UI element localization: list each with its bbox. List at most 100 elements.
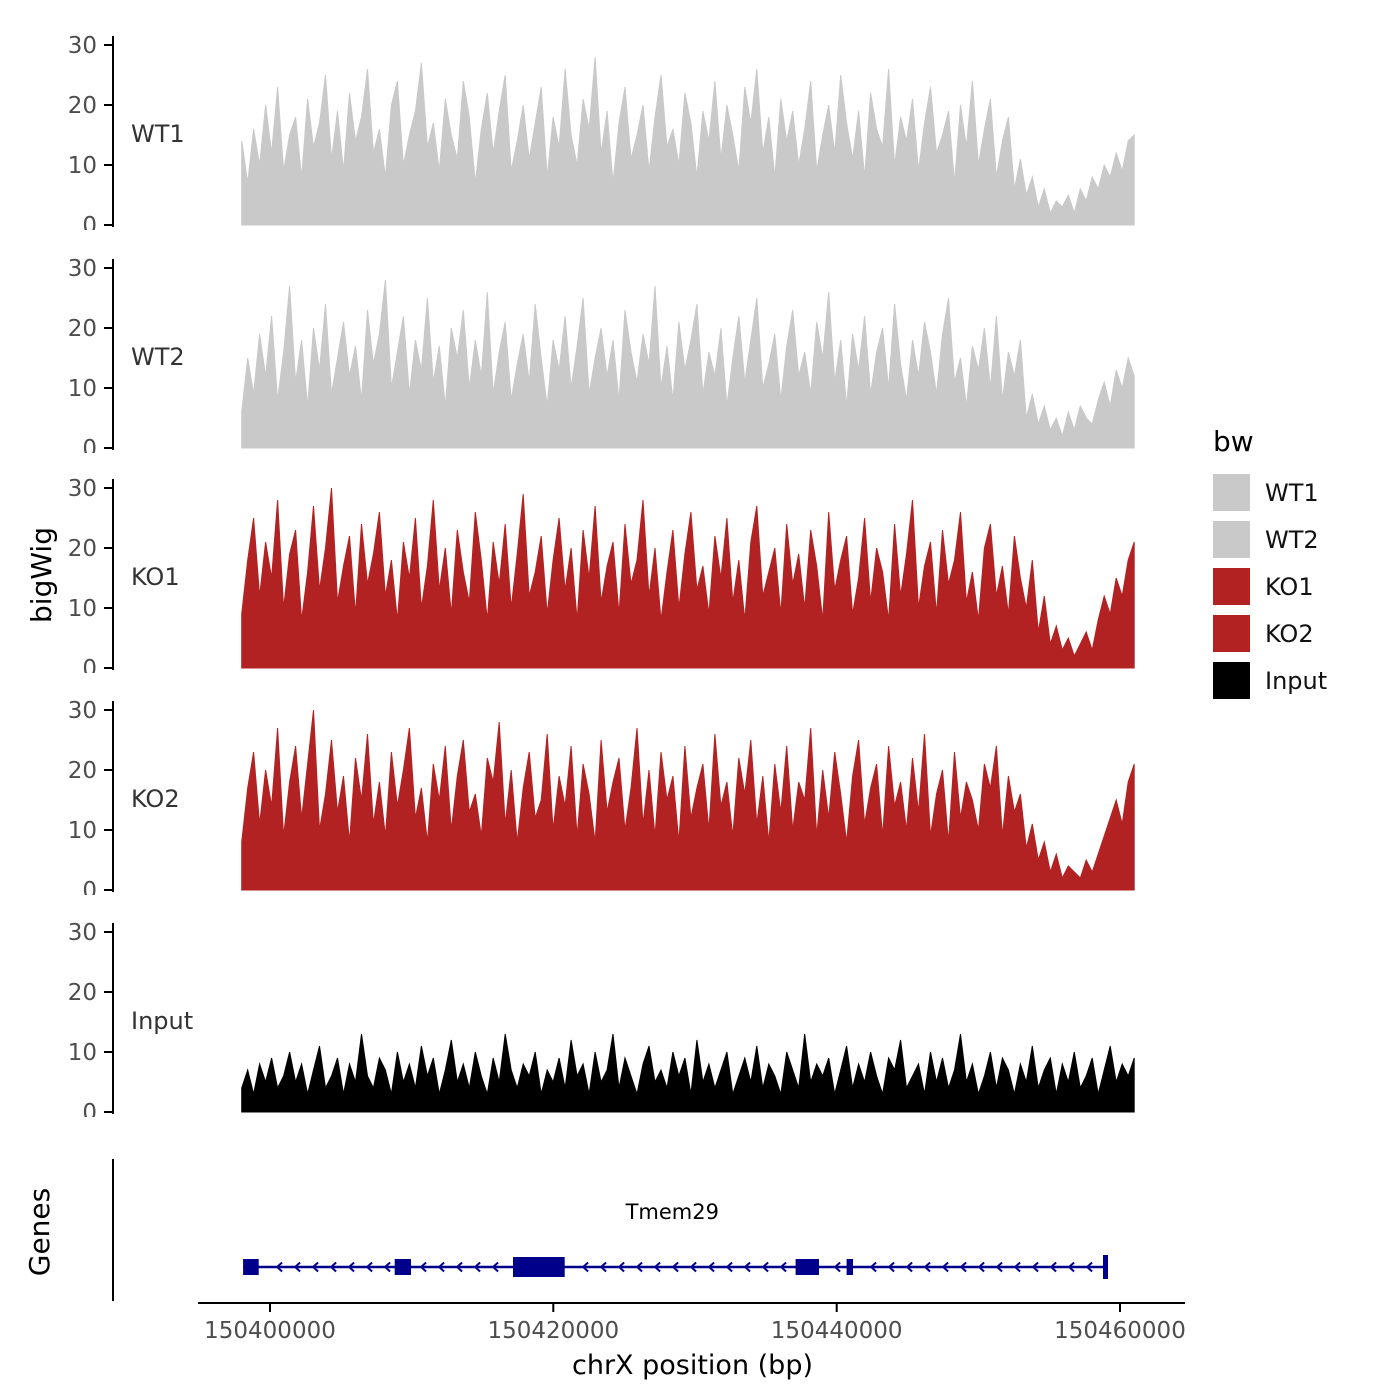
- x-axis-title: chrX position (bp): [571, 1350, 813, 1381]
- y-tick-label: 30: [68, 698, 97, 724]
- legend-swatch: [1213, 474, 1250, 511]
- coverage-area-input: [241, 1033, 1135, 1113]
- y-tick-label: 10: [68, 818, 97, 844]
- strand-arrow-left-icon: [689, 1261, 697, 1273]
- strand-arrow-left-icon: [653, 1261, 661, 1273]
- y-tick-label: 10: [68, 376, 97, 402]
- strand-arrow-left-icon: [923, 1261, 931, 1273]
- track-label-ko1: KO1: [131, 563, 180, 591]
- legend-title: bw: [1213, 425, 1254, 458]
- track-panel-wt2: 0 10 20 30: [68, 256, 1135, 453]
- y-tick-label: 20: [68, 980, 97, 1006]
- track-label-input: Input: [131, 1007, 194, 1035]
- x-tick-label-150440000: 150440000: [770, 1318, 903, 1344]
- y-tick-label: 30: [68, 33, 97, 59]
- coverage-area-wt1: [241, 56, 1135, 226]
- strand-arrow-left-icon: [293, 1261, 301, 1273]
- legend-label: WT1: [1265, 478, 1319, 507]
- coverage-area-wt2: [241, 279, 1135, 449]
- strand-arrow-left-icon: [419, 1261, 427, 1273]
- strand-arrow-left-icon: [311, 1261, 319, 1273]
- y-tick-label: 20: [68, 316, 97, 342]
- strand-arrow-left-icon: [869, 1261, 877, 1273]
- gene-track-panel: Tmem29: [112, 1159, 1108, 1301]
- gene-name-label: Tmem29: [625, 1200, 719, 1224]
- strand-arrow-left-icon: [725, 1261, 733, 1273]
- strand-arrow-left-icon: [1067, 1261, 1075, 1273]
- strand-arrow-left-icon: [473, 1261, 481, 1273]
- legend-item: WT1: [1213, 474, 1327, 511]
- x-tick-label-150420000: 150420000: [487, 1318, 620, 1344]
- y-tick-label: 20: [68, 536, 97, 562]
- strand-arrow-left-icon: [599, 1261, 607, 1273]
- legend-item: KO1: [1213, 568, 1327, 605]
- legend-item: KO2: [1213, 615, 1327, 652]
- gene-exon: [513, 1257, 565, 1277]
- strand-arrow-left-icon: [383, 1261, 391, 1273]
- y-tick-label: 30: [68, 920, 97, 946]
- strand-arrow-left-icon: [455, 1261, 463, 1273]
- gene-exon: [846, 1259, 853, 1275]
- y-tick-label: 10: [68, 153, 97, 179]
- strand-arrow-left-icon: [761, 1261, 769, 1273]
- strand-arrow-left-icon: [995, 1261, 1003, 1273]
- gene-exon: [795, 1259, 819, 1275]
- track-panel-ko2: 0 10 20 30: [68, 698, 1135, 895]
- y-tick-label: 30: [68, 476, 97, 502]
- strand-arrow-left-icon: [1031, 1261, 1039, 1273]
- track-label-wt2: WT2: [131, 343, 185, 371]
- legend-item: WT2: [1213, 521, 1327, 558]
- legend-label: KO2: [1265, 619, 1314, 648]
- strand-arrow-left-icon: [275, 1261, 283, 1273]
- strand-arrow-left-icon: [1013, 1261, 1021, 1273]
- strand-arrow-left-icon: [977, 1261, 985, 1273]
- legend-items: WT1 WT2 KO1 KO2 Input: [1213, 474, 1327, 699]
- strand-arrow-left-icon: [437, 1261, 445, 1273]
- coverage-area-ko2: [241, 709, 1135, 891]
- strand-arrow-left-icon: [905, 1261, 913, 1273]
- strand-arrow-left-icon: [347, 1261, 355, 1273]
- x-tick-label-150400000: 150400000: [204, 1318, 336, 1344]
- y-tick-label: 10: [68, 1040, 97, 1066]
- track-panel-ko1: 0 10 20 30: [68, 476, 1135, 673]
- strand-arrow-left-icon: [329, 1261, 337, 1273]
- legend-item: Input: [1213, 662, 1327, 699]
- strand-arrow-left-icon: [833, 1261, 841, 1273]
- y-tick-label: 0: [82, 436, 97, 453]
- y-tick-label: 10: [68, 596, 97, 622]
- y-tick-label: 0: [82, 1100, 97, 1117]
- y-tick-label: 0: [82, 878, 97, 895]
- strand-arrow-left-icon: [743, 1261, 751, 1273]
- legend-swatch: [1213, 662, 1250, 699]
- track-panel-input: 0 10 20 30: [68, 920, 1135, 1117]
- x-tick-label-150460000: 150460000: [1054, 1318, 1186, 1344]
- track-panel-wt1: 0 10 20 30: [68, 33, 1135, 230]
- y-tick-label: 20: [68, 93, 97, 119]
- strand-arrow-left-icon: [1049, 1261, 1057, 1273]
- strand-arrow-left-icon: [1085, 1261, 1093, 1273]
- strand-arrow-left-icon: [707, 1261, 715, 1273]
- gene-exon: [1103, 1255, 1108, 1279]
- legend-label: WT2: [1265, 525, 1319, 554]
- strand-arrow-left-icon: [365, 1261, 373, 1273]
- y-tick-label: 20: [68, 758, 97, 784]
- track-label-wt1: WT1: [131, 120, 185, 148]
- legend: bw WT1 WT2 KO1 KO2 Input: [1213, 425, 1327, 709]
- gene-exon: [394, 1259, 411, 1275]
- strand-arrow-left-icon: [887, 1261, 895, 1273]
- y-tick-label: 30: [68, 256, 97, 282]
- strand-arrow-left-icon: [635, 1261, 643, 1273]
- legend-swatch: [1213, 615, 1250, 652]
- strand-arrow-left-icon: [959, 1261, 967, 1273]
- legend-swatch: [1213, 521, 1250, 558]
- legend-swatch: [1213, 568, 1250, 605]
- strand-arrow-left-icon: [581, 1261, 589, 1273]
- coverage-area-ko1: [241, 487, 1135, 669]
- x-axis: [198, 1302, 1185, 1312]
- y-tick-label: 0: [82, 213, 97, 230]
- gene-exon: [243, 1259, 259, 1275]
- track-label-ko2: KO2: [131, 785, 180, 813]
- legend-label: Input: [1265, 666, 1328, 695]
- y-tick-label: 0: [82, 656, 97, 673]
